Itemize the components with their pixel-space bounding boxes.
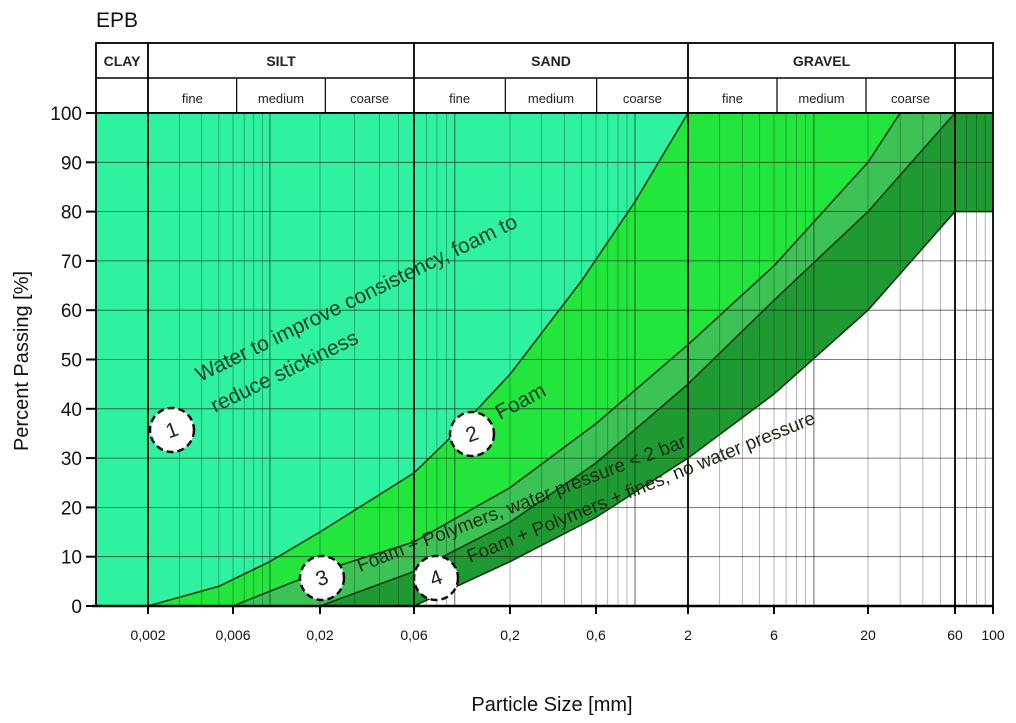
y-axis-label: Percent Passing [%]: [11, 271, 33, 451]
x-tick-label: 100: [981, 627, 1005, 643]
x-tick-label: 6: [770, 627, 778, 643]
y-tick-label: 20: [61, 498, 82, 519]
soil-subclass-coarse: coarse: [891, 91, 930, 106]
x-tick-label: 0,006: [215, 627, 250, 643]
y-tick-label: 10: [61, 548, 82, 569]
x-tick-label: 0,002: [130, 627, 165, 643]
plot-area: Water to improve consistency, foam tored…: [96, 112, 993, 607]
y-tick-label: 90: [61, 153, 82, 174]
x-tick-label: 20: [860, 627, 876, 643]
y-tick-label: 60: [61, 301, 82, 322]
zone-1-marker: [148, 406, 196, 454]
chart-title: EPB: [96, 9, 138, 32]
axes: 0 10 20 30 40 50 60 70 80 90 100 0,002 0,006 0,02 0,06…: [50, 104, 1005, 643]
zone-3-marker: [298, 554, 346, 602]
boundary-line-4: [413, 210, 993, 607]
soil-class-header: CLAY SILT fine medium coarse SAND fine medium co…: [95, 42, 994, 114]
zone-2-marker: [448, 410, 496, 458]
soil-subclass-medium: medium: [528, 91, 574, 106]
x-tick-label: 0,02: [306, 627, 333, 643]
zone-4-marker: [412, 554, 460, 602]
x-tick-label: 2: [684, 627, 692, 643]
y-tick-label: 40: [61, 400, 82, 421]
y-tick-label: 100: [50, 104, 82, 125]
soil-class-clay: CLAY: [104, 53, 141, 69]
soil-subclass-fine: fine: [449, 91, 470, 106]
soil-subclass-medium: medium: [258, 91, 304, 106]
x-axis-label: Particle Size [mm]: [471, 694, 632, 716]
x-tick-label: 0,2: [500, 627, 520, 643]
y-tick-label: 70: [61, 252, 82, 273]
y-tick-label: 30: [61, 449, 82, 470]
y-tick-label: 0: [71, 597, 82, 618]
soil-subclass-fine: fine: [722, 91, 743, 106]
soil-subclass-coarse: coarse: [623, 91, 662, 106]
soil-subclass-medium: medium: [798, 91, 844, 106]
boundary-line-3: [319, 112, 993, 607]
zone-3-fill: [233, 113, 993, 606]
y-tick-label: 50: [61, 351, 82, 372]
soil-class-sand: SAND: [531, 53, 571, 69]
soil-subclass-coarse: coarse: [350, 91, 389, 106]
soil-class-silt: SILT: [266, 53, 296, 69]
soil-class-gravel: GRAVEL: [793, 53, 851, 69]
x-tick-label: 0,6: [586, 627, 606, 643]
x-tick-label: 0,06: [400, 627, 427, 643]
x-tick-label: 60: [947, 627, 963, 643]
y-tick-label: 80: [61, 203, 82, 224]
zone-markers: 1 23 4: [148, 406, 496, 602]
soil-subclass-fine: fine: [182, 91, 203, 106]
